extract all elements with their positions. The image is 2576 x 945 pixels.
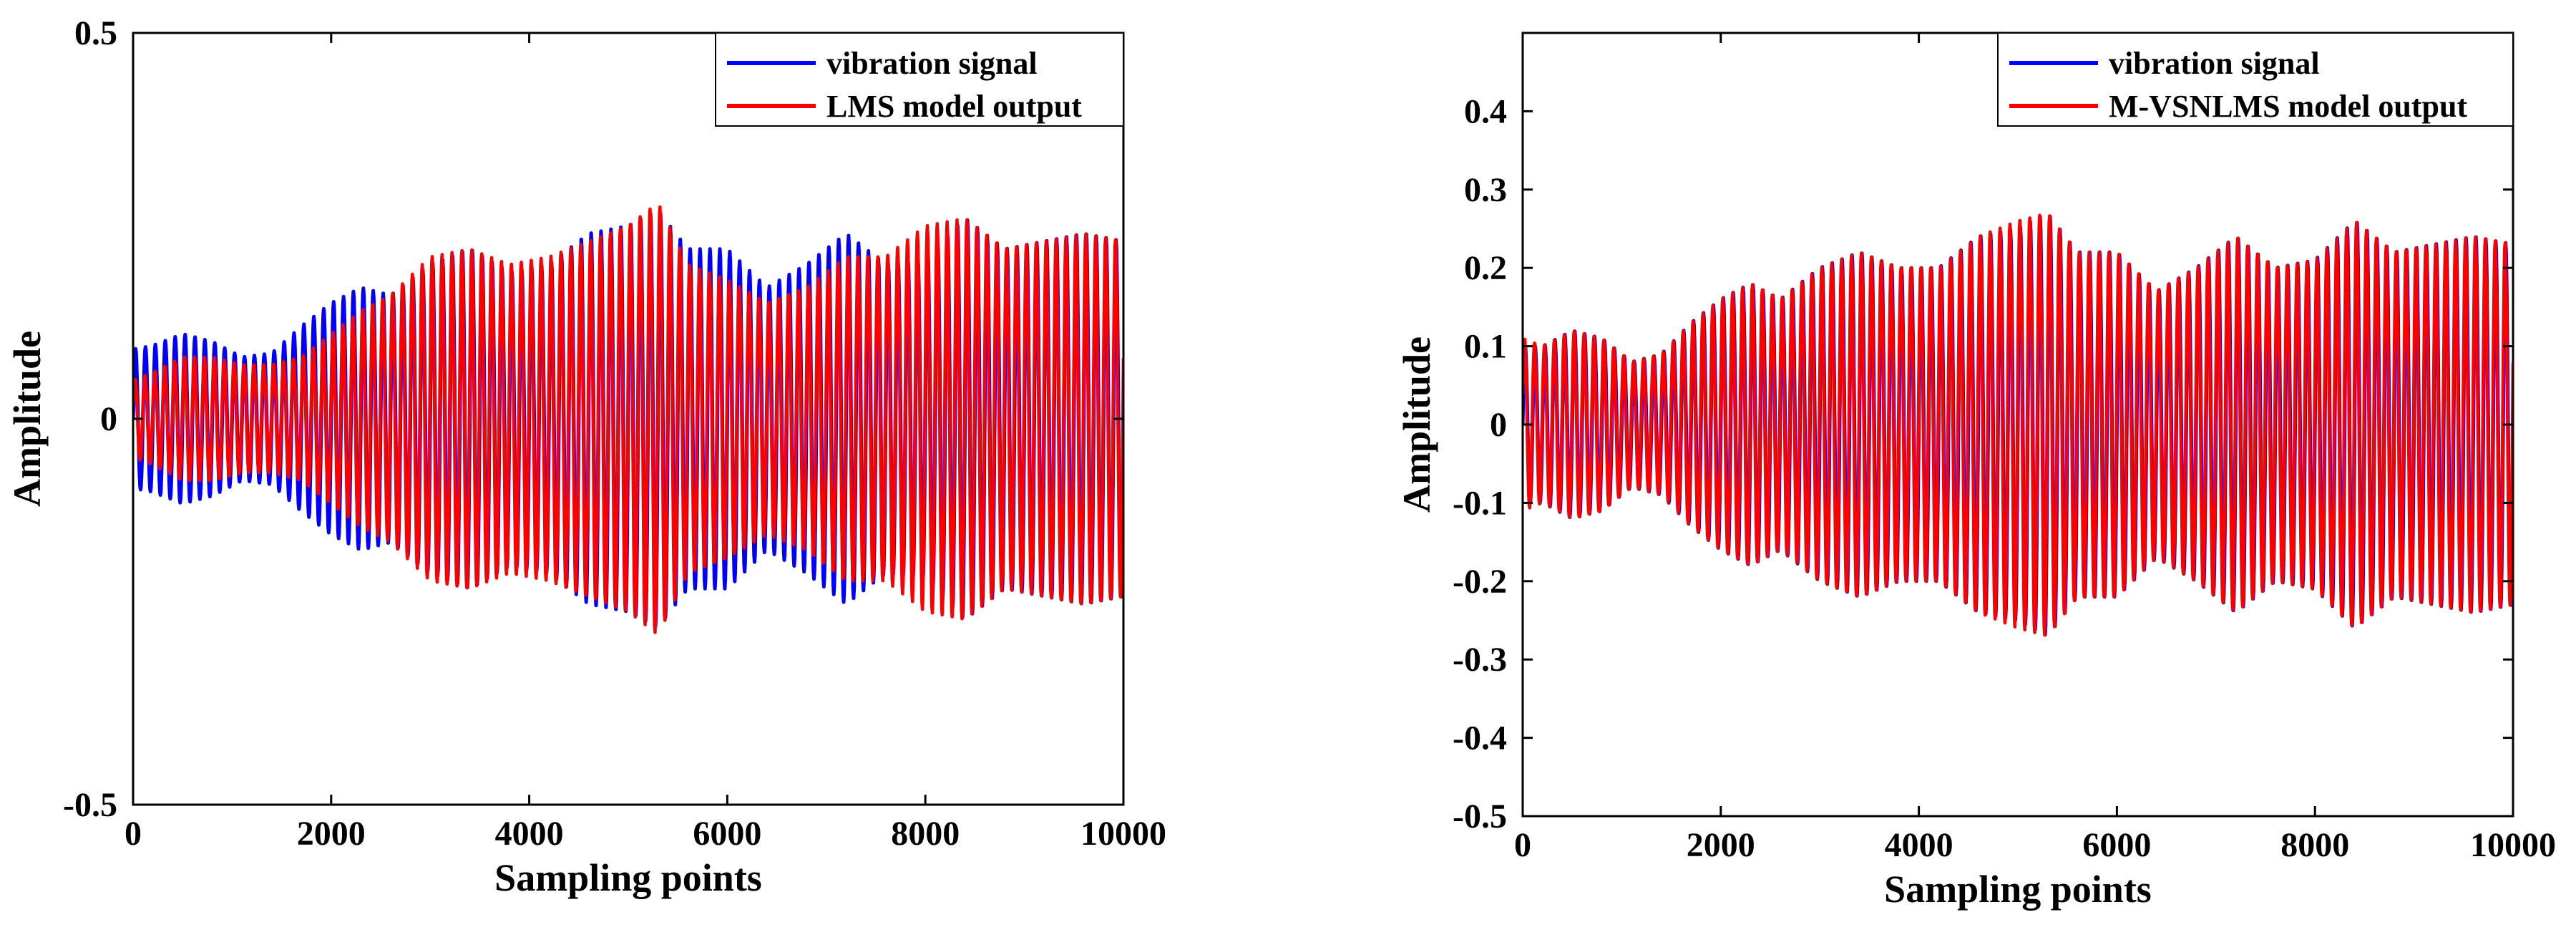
y-tick-label: -0.5 [1453,798,1507,835]
x-tick-label: 2000 [1687,826,1755,864]
y-tick-label: -0.2 [1453,563,1507,601]
y-tick-label: 0 [1490,406,1507,444]
chart-left: 0 2000 4000 6000 8000 10000-0.500.5 Sampling … [6,14,1166,899]
y-tick-label: 0.3 [1464,171,1507,209]
x-tick-label: 6000 [693,815,761,853]
y-tick-label: 0 [100,400,117,438]
y-tick-label: 0.5 [74,14,117,52]
x-tick-label: 8000 [2280,826,2349,864]
legend-label-vibration-signal: vibration signal [826,46,1038,81]
y-tick-label: 0.1 [1464,328,1507,366]
x-tick-label: 2000 [297,815,366,853]
x-tick-label: 4000 [495,815,564,853]
y-axis-title: Amplitude [1395,336,1438,513]
x-tick-label: 10000 [1080,815,1166,853]
legend-box [715,32,1124,127]
ticks: 0 2000 4000 6000 8000 10000 -0.5 -0.4 -0.3 -0.2 -0… [1453,33,2556,864]
series-layer [133,205,1123,634]
legend: vibration signal M-VSNLMS model output [1997,32,2514,127]
x-tick-label: 4000 [1885,826,1953,864]
y-tick-label: 0.2 [1464,249,1507,287]
series-layer [1523,213,2513,637]
x-tick-label: 10000 [2470,826,2556,864]
series-line-m-vsnlms-model-output [1523,213,2513,637]
y-axis-title: Amplitude [6,331,49,507]
ticks: 0 2000 4000 6000 8000 10000-0.500.5 [63,14,1166,853]
legend-box [1997,32,2514,127]
series-line-lms-model-output [133,205,1123,634]
y-tick-label: -0.4 [1453,719,1507,757]
y-tick-label: 0.4 [1464,92,1507,130]
legend-label-m-vsnlms-model-output: M-VSNLMS model output [2109,89,2467,124]
y-tick-label: -0.1 [1453,484,1507,522]
legend: vibration signal LMS model output [715,32,1124,127]
chart-right: 0 2000 4000 6000 8000 10000 -0.5 -0.4 -0.3 -0.2 -0… [1395,32,2556,911]
legend-label-vibration-signal: vibration signal [2109,46,2320,81]
x-tick-label: 0 [1514,826,1531,864]
legend-label-lms-model-output: LMS model output [826,89,1082,124]
x-axis-title: Sampling points [494,856,762,899]
x-tick-label: 0 [125,815,142,853]
x-axis-title: Sampling points [1884,868,2152,911]
x-tick-label: 8000 [891,815,960,853]
y-tick-label: -0.3 [1453,641,1507,679]
y-tick-label: -0.5 [63,786,117,824]
x-tick-label: 6000 [2082,826,2151,864]
